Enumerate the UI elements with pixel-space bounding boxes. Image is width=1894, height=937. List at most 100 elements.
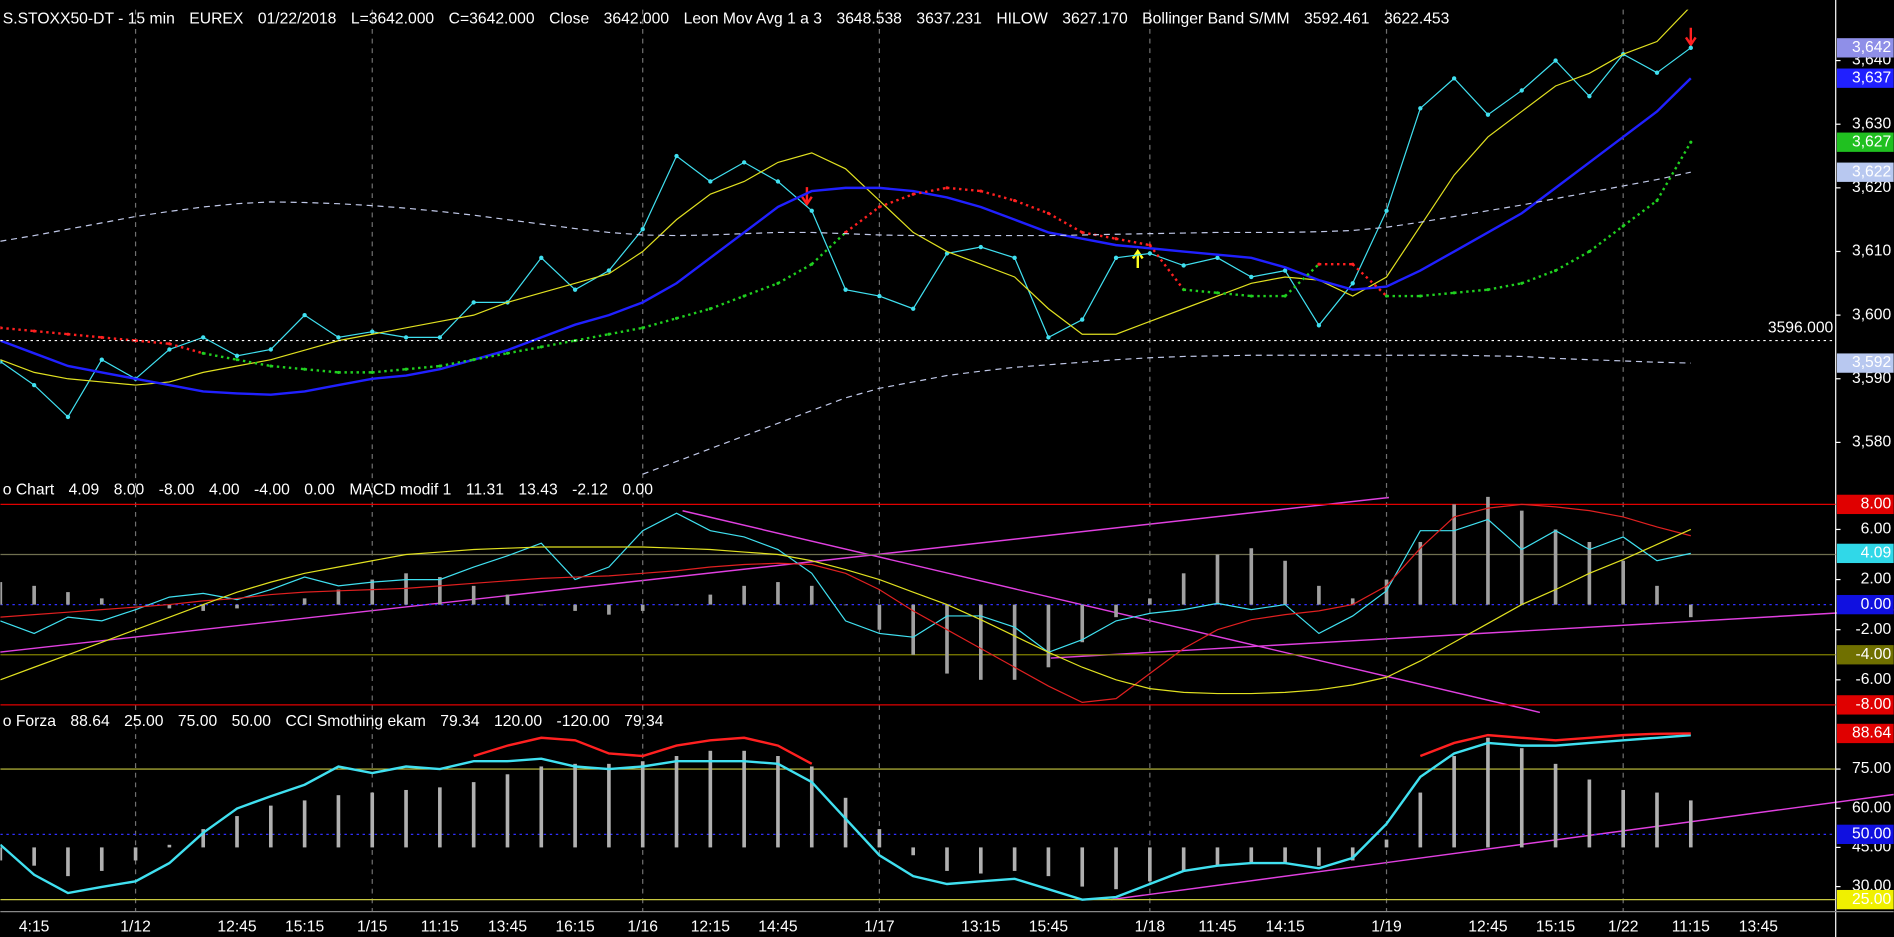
x-tick-label: 1/22 [1608, 918, 1639, 935]
point [65, 414, 71, 420]
histogram-bar [505, 594, 510, 605]
dot [1046, 211, 1050, 215]
header-item: 88.64 [70, 713, 110, 730]
histogram-bar [1114, 604, 1118, 618]
histogram-bar [235, 604, 239, 609]
axis-value-box [1836, 38, 1894, 58]
histogram-bar [201, 604, 206, 611]
histogram-bar [404, 789, 408, 848]
point [1485, 112, 1491, 117]
histogram-bar [708, 594, 713, 605]
histogram-bar [201, 829, 206, 848]
dot [201, 351, 205, 355]
point [268, 347, 273, 352]
point [201, 335, 206, 340]
header-item: Close [549, 10, 589, 27]
x-tick-label: 1/12 [120, 918, 151, 935]
header-item: o Chart [3, 481, 55, 498]
dot [1587, 249, 1591, 254]
histogram-bar [167, 844, 172, 848]
point [1181, 263, 1186, 268]
y-tick-label: -2.00 [1855, 621, 1891, 638]
y-tick-label: 60.00 [1852, 799, 1892, 816]
histogram-bar [877, 604, 882, 630]
y-tick-label: 3,580 [1852, 434, 1892, 451]
point [572, 287, 578, 292]
histogram-bar [843, 797, 848, 848]
header-item: CCI Smothing ekam [285, 713, 425, 730]
dot [1114, 237, 1118, 241]
point [1384, 208, 1389, 213]
dot [1689, 140, 1693, 144]
series-line [0, 733, 1691, 901]
dot [269, 364, 273, 368]
histogram-bar [843, 604, 848, 606]
series-line [0, 77, 1692, 396]
histogram-bar [1080, 604, 1085, 643]
dotted-segment [1047, 212, 1083, 234]
dot [979, 189, 983, 193]
point [843, 287, 848, 292]
dot [235, 358, 239, 362]
histogram-bar [1621, 789, 1625, 848]
point [1418, 106, 1423, 111]
point [911, 306, 916, 311]
point [674, 153, 679, 159]
histogram-bar [133, 847, 138, 861]
axis-value-box [1836, 889, 1894, 910]
dot [66, 332, 70, 336]
header-item: -120.00 [557, 713, 610, 730]
header-item: MACD modif 1 [349, 481, 451, 498]
header-item: 50.00 [232, 713, 272, 730]
point [1147, 251, 1153, 256]
histogram-bar [1655, 585, 1659, 605]
histogram-bar [674, 604, 679, 606]
dotted-segment [844, 205, 881, 234]
histogram-bar [0, 847, 3, 861]
x-tick-label: 13:45 [488, 918, 528, 935]
trend-line [0, 496, 1390, 653]
histogram-bar [471, 585, 476, 605]
axis-value-box [1836, 543, 1894, 564]
y-tick-label: 3,630 [1852, 115, 1892, 132]
histogram-bar [978, 847, 983, 874]
point [1654, 70, 1660, 75]
histogram-bar [640, 604, 645, 611]
axis-value-box [1836, 353, 1894, 373]
point [708, 179, 713, 184]
point [302, 312, 307, 318]
x-tick-label: 16:15 [555, 918, 595, 935]
x-tick-label: 13:15 [961, 918, 1001, 935]
histogram-bar [1114, 847, 1118, 890]
series-line [0, 171, 1691, 242]
histogram-bar [1486, 737, 1490, 848]
dot [303, 367, 307, 371]
histogram-bar [269, 805, 273, 848]
point [978, 244, 983, 250]
header-item: 3592.461 [1304, 10, 1369, 27]
histogram-bar [1249, 548, 1254, 605]
dot [404, 367, 408, 371]
histogram-bar [1350, 598, 1355, 605]
series-line [0, 512, 1691, 653]
point [539, 255, 544, 261]
axis-value-label: 4.09 [1861, 545, 1892, 562]
panel [0, 496, 1836, 706]
histogram-bar [0, 582, 3, 605]
axis-value-box [1836, 132, 1894, 152]
dot [1384, 294, 1389, 298]
y-tick-label: -6.00 [1855, 671, 1891, 688]
x-tick-label: 14:45 [758, 918, 798, 935]
axis-value-label: -4.00 [1855, 646, 1891, 663]
histogram-bar [539, 766, 544, 848]
point [1451, 76, 1457, 81]
x-tick-label: 1/15 [357, 918, 388, 935]
point [1688, 45, 1693, 51]
x-tick-label: 1/19 [1371, 918, 1402, 935]
histogram-bar [742, 750, 746, 848]
reference-label: 3596.000 [1768, 320, 1834, 337]
point [1350, 281, 1355, 286]
histogram-bar [1148, 598, 1152, 605]
